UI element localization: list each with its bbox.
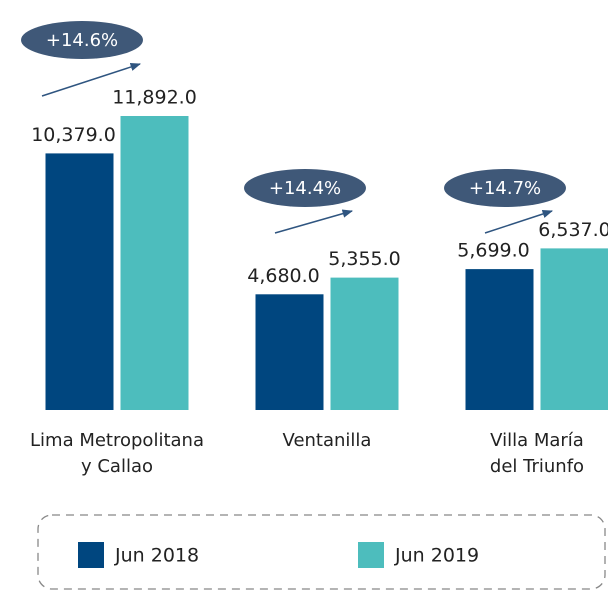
growth-arrow [41, 62, 141, 97]
value-label: 10,379.0 [31, 124, 116, 146]
growth-arrow [274, 209, 354, 234]
value-label: 5,699.0 [457, 240, 530, 262]
bar [255, 294, 324, 410]
growth-badge [244, 169, 366, 207]
growth-arrow [484, 209, 553, 234]
value-label: 5,355.0 [328, 248, 401, 270]
value-label: 11,892.0 [112, 87, 197, 109]
legend-label: Jun 2018 [114, 545, 199, 567]
bar [330, 277, 399, 410]
growth-label: +14.6% [46, 30, 118, 51]
growth-label: +14.7% [469, 178, 541, 199]
value-label: 4,680.0 [247, 265, 320, 287]
growth-label: +14.4% [269, 178, 341, 199]
legend-box [37, 514, 606, 590]
bar [45, 153, 114, 410]
growth-badge [444, 169, 566, 207]
bar [540, 248, 608, 410]
legend-swatch [78, 542, 104, 568]
value-label: 6,537.0 [538, 219, 608, 241]
category-label: Villa María del Triunfo [489, 430, 585, 477]
bar [465, 269, 534, 410]
growth-badge [21, 21, 143, 59]
legend-swatch [358, 542, 384, 568]
legend-label: Jun 2019 [394, 545, 479, 567]
bar [120, 116, 189, 410]
category-label: Lima Metropolitana y Callao [30, 430, 204, 477]
category-label: Ventanilla [282, 430, 372, 451]
